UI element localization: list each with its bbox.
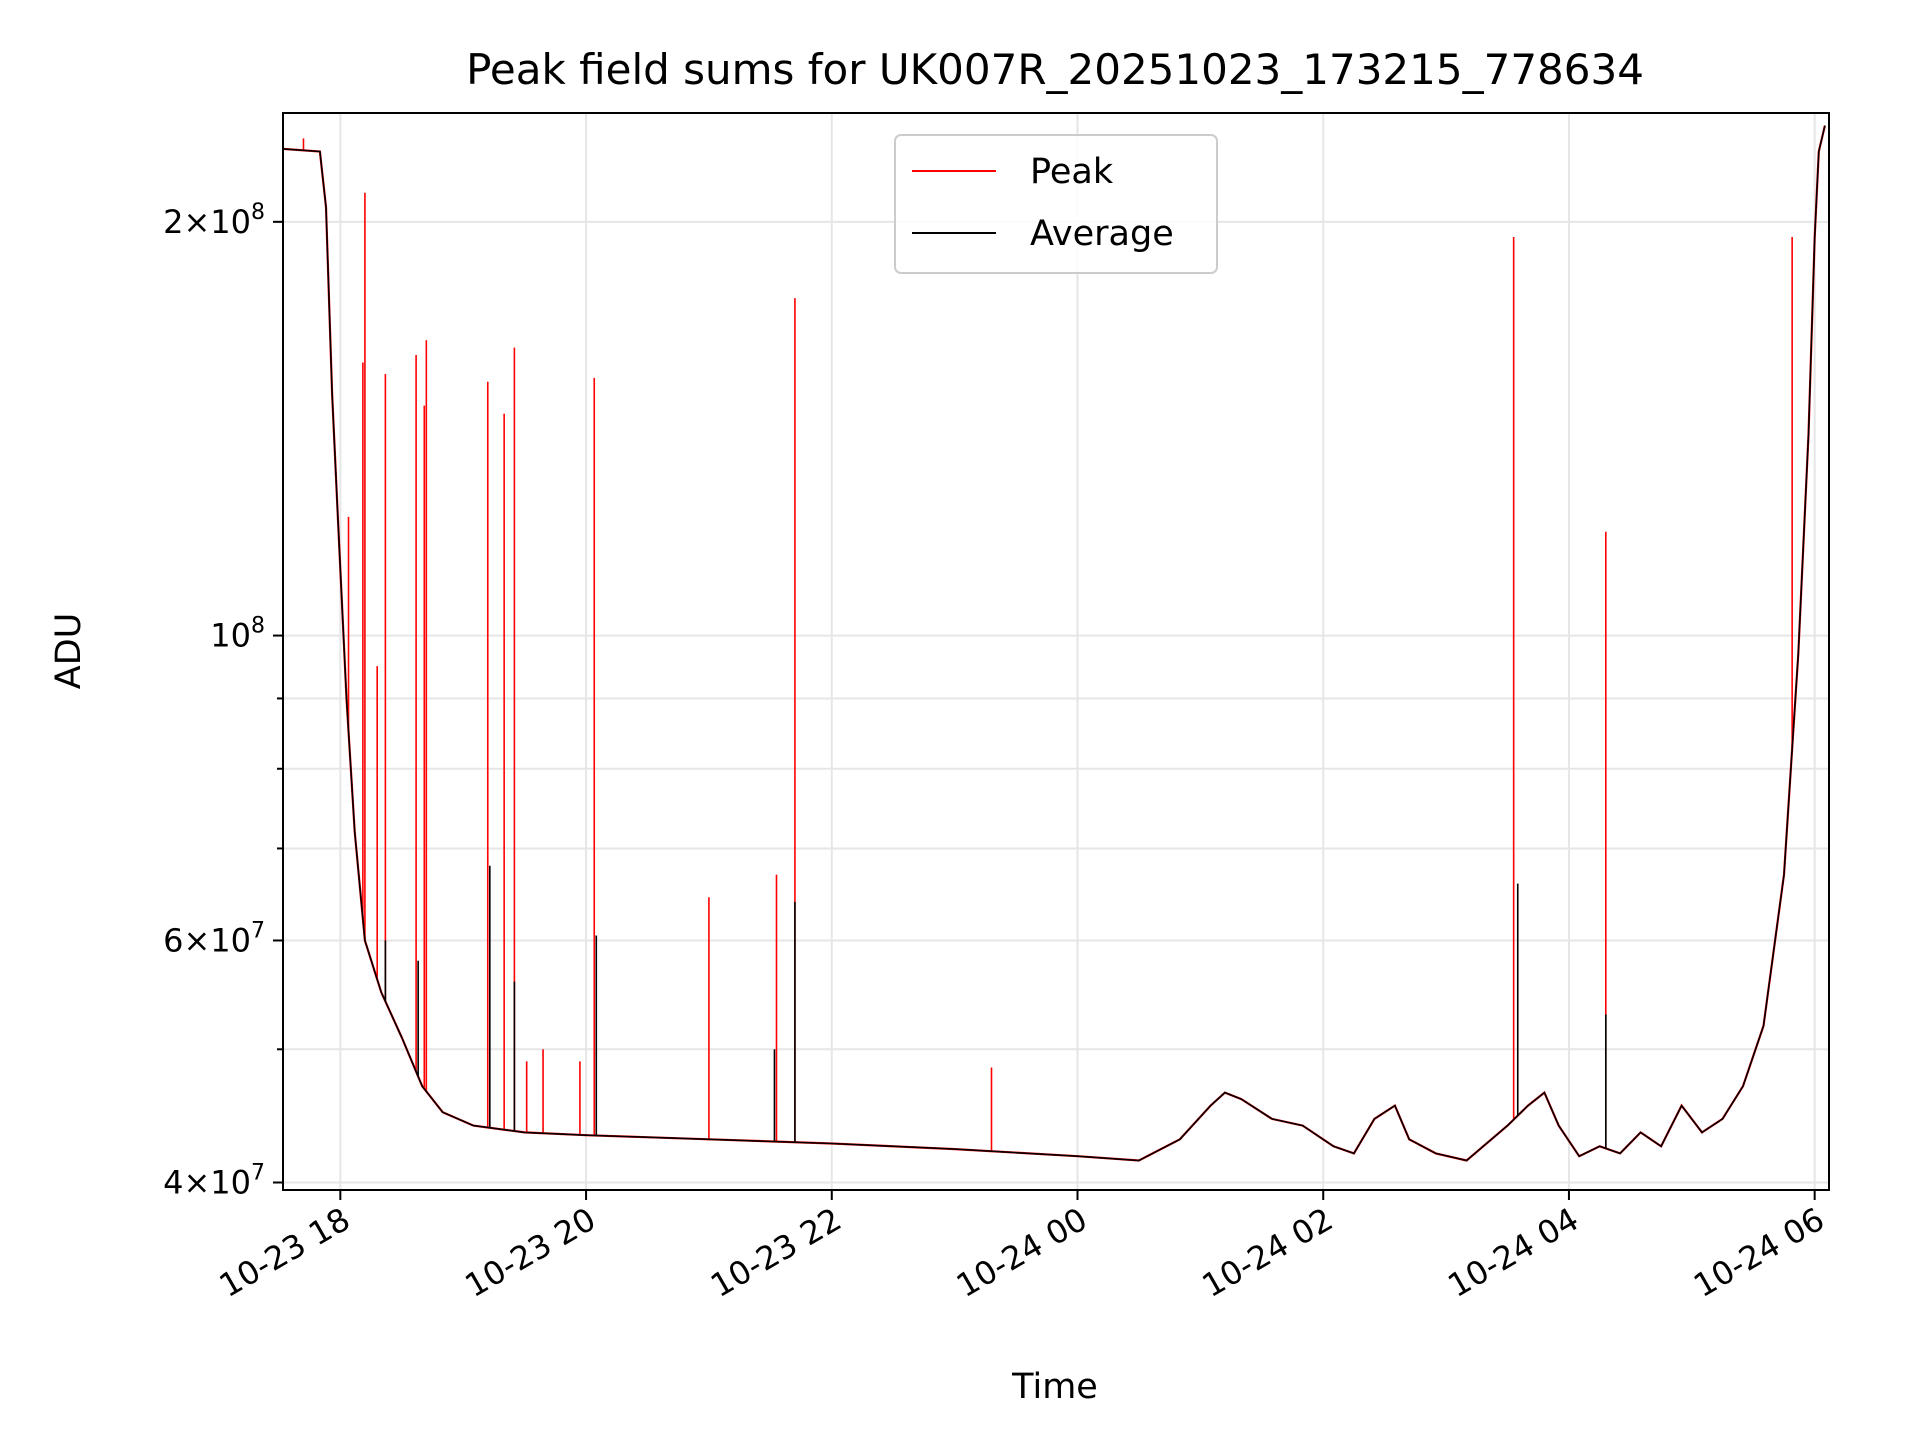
chart-title: Peak field sums for UK007R_20251023_1732…	[466, 45, 1644, 94]
plot-frame	[282, 112, 1830, 1191]
x-tick-label: 10-23 20	[458, 1200, 602, 1305]
x-tick-label: 10-24 06	[1687, 1200, 1831, 1305]
grid	[283, 113, 1829, 1190]
x-tick-label: 10-24 00	[950, 1200, 1094, 1305]
x-tick-label: 10-23 22	[704, 1200, 848, 1305]
average-line	[283, 125, 1826, 1162]
x-tick-label: 10-23 18	[213, 1200, 357, 1305]
plot-area	[283, 125, 1826, 1162]
y-tick-label: 2×108	[163, 200, 265, 241]
y-tick-label: 6×107	[163, 918, 265, 959]
legend-label-average: Average	[1030, 214, 1174, 254]
y-tick-label: 108	[210, 614, 265, 655]
x-axis-label: Time	[1011, 1367, 1098, 1407]
y-tick-label: 4×107	[163, 1160, 265, 1201]
legend-label-peak: Peak	[1030, 152, 1114, 192]
x-tick-label: 10-24 04	[1441, 1200, 1585, 1305]
x-tick-label: 10-24 02	[1196, 1200, 1340, 1305]
x-axis: 10-23 18 10-23 20 10-23 22 10-24 00 10-24 02…	[213, 1190, 1831, 1305]
legend-box	[894, 134, 1218, 274]
y-axis: 4×107 6×107 108 2×108	[163, 200, 283, 1201]
y-axis-label: ADU	[49, 613, 89, 690]
legend: Peak Average	[894, 134, 1218, 274]
